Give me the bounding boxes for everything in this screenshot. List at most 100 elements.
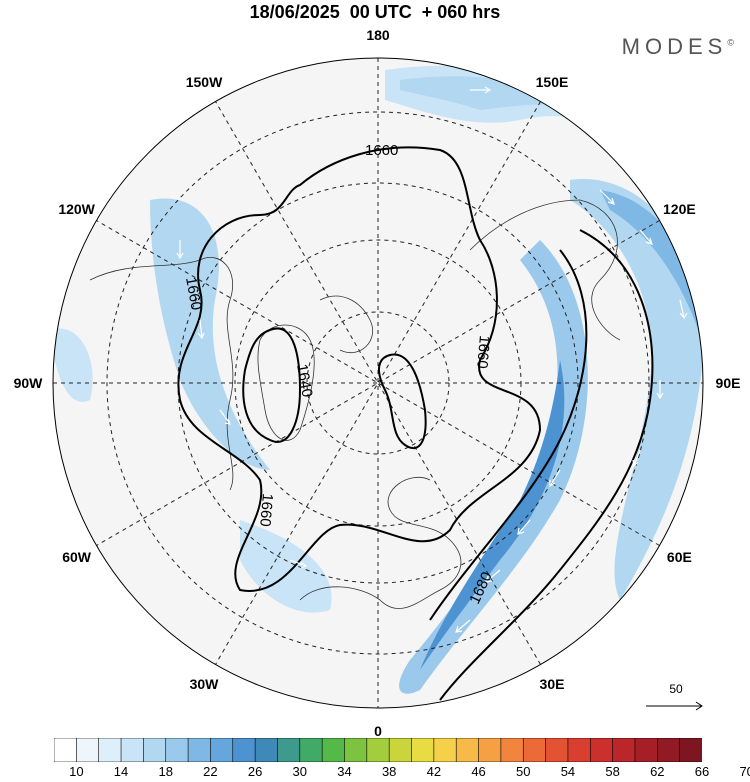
- colorbar-swatch: [277, 738, 301, 762]
- colorbar-labels: 10 14 18 22 26 30 34 38 42 46 50 54 58 62 66 70: [54, 764, 750, 780]
- colorbar-swatch: [433, 738, 457, 762]
- colorbar-swatch: [589, 738, 614, 762]
- colorbar-tick-label: 10: [69, 764, 84, 779]
- colorbar-swatch: [500, 738, 524, 762]
- contour-1640-west: [242, 327, 302, 443]
- colorbar-tick-label: 18: [158, 764, 173, 779]
- contour-label-1660-north: 1660: [365, 142, 398, 159]
- colorbar-tick-label: 70: [739, 764, 750, 779]
- map-disc-border: [52, 57, 704, 709]
- reference-vector-label: 50: [669, 682, 683, 696]
- longitude-label: 60W: [62, 549, 92, 565]
- wind-arrow: [219, 409, 231, 425]
- colorbar-tick-label: 34: [337, 764, 352, 779]
- colorbar-swatch: [321, 738, 346, 762]
- colorbar-swatch: [388, 738, 413, 762]
- contour-label-1660-west: 1660: [182, 276, 205, 312]
- wind-arrow: [599, 189, 615, 205]
- colorbar-swatch: [657, 738, 681, 762]
- colorbar-swatch: [143, 738, 167, 762]
- coastline-asia: [469, 199, 621, 341]
- colorbar-tick-label: 22: [203, 764, 218, 779]
- colorbar-tick-label: 66: [694, 764, 710, 779]
- coastline-greenland: [257, 324, 315, 441]
- wind-arrow: [656, 380, 664, 400]
- longitude-label: 60E: [666, 549, 692, 565]
- coastline-north-america: [89, 257, 234, 491]
- wind-arrow: [549, 469, 561, 488]
- colorbar-swatch: [344, 738, 368, 762]
- longitude-label: 90W: [13, 375, 43, 391]
- graticule: [53, 58, 703, 708]
- colorbar-swatch: [98, 738, 122, 762]
- coastline-europe: [299, 477, 462, 609]
- wind-arrow: [679, 299, 688, 320]
- longitude-label: 150W: [185, 73, 223, 90]
- colorbar-swatch: [545, 738, 569, 762]
- colorbar-swatch: [120, 738, 144, 762]
- colorbar-tick-label: 50: [516, 764, 531, 779]
- colorbar-tick-label: 14: [113, 764, 129, 779]
- contour-1640-east: [378, 353, 427, 450]
- chart-title: 18/06/2025 00 UTC + 060 hrs: [249, 2, 501, 22]
- colorbar-tick-label: 54: [560, 764, 576, 779]
- wind-arrow: [639, 229, 653, 245]
- colorbar-swatch: [612, 738, 636, 762]
- colorbar-swatch: [299, 738, 323, 762]
- height-contours: [177, 146, 654, 701]
- reference-vector: 50: [640, 680, 712, 720]
- wind-arrow: [632, 449, 641, 468]
- contour-label-1640: 1640: [293, 363, 316, 399]
- colorbar-swatch: [679, 738, 702, 762]
- wind-band-eurasian-jet-core: [420, 360, 565, 670]
- wind-arrow: [485, 569, 501, 583]
- colorbar-tick-label: 38: [381, 764, 397, 779]
- contour-1660-ring: [177, 146, 542, 592]
- contour-label-1660-southwest: 1660: [256, 493, 276, 528]
- wind-band-east-asia: [570, 179, 703, 600]
- colorbar-tick-label: 30: [292, 764, 308, 779]
- wind-arrow: [197, 319, 205, 340]
- colorbar-swatch: [232, 738, 256, 762]
- longitude-label: 150E: [535, 73, 569, 90]
- colorbar: [54, 738, 702, 762]
- colorbar-swatch: [187, 738, 212, 762]
- contour-label-1660-east: 1660: [473, 335, 493, 370]
- coastline-arctic: [319, 295, 373, 353]
- longitude-label: 120W: [58, 201, 95, 217]
- colorbar-tick-label: 26: [247, 764, 263, 779]
- brand-text: MODES: [621, 34, 728, 59]
- wind-arrow: [176, 240, 184, 260]
- longitude-label: 30W: [189, 676, 219, 693]
- colorbar-swatch: [210, 738, 234, 762]
- wind-arrow: [289, 559, 308, 569]
- colorbar-swatch: [366, 738, 390, 762]
- colorbar-swatch: [76, 738, 100, 762]
- longitude-label: 180: [366, 27, 390, 43]
- wind-band-west-edge: [53, 328, 93, 402]
- polar-stereographic-map: 1660 1660 1660 1660 1640 1680: [52, 57, 704, 709]
- colorbar-swatch: [567, 738, 591, 762]
- colorbar-tick-label: 46: [471, 764, 486, 779]
- colorbar-swatch: [522, 738, 547, 762]
- map-disc: [53, 58, 703, 708]
- contour-1680: [429, 229, 654, 701]
- coastlines: [89, 199, 621, 609]
- wind-arrow: [517, 519, 531, 535]
- colorbar-swatch: [455, 738, 480, 762]
- latitude-circle-45: [177, 182, 579, 584]
- longitude-label: 120E: [663, 201, 696, 217]
- copyright-mark: ©: [727, 37, 734, 48]
- wind-arrow: [470, 86, 492, 94]
- colorbar-swatch: [478, 738, 502, 762]
- wind-arrow: [455, 619, 471, 633]
- reference-arrow-icon: [646, 701, 703, 711]
- colorbar-tick-label: 42: [426, 764, 442, 779]
- colorbar-tick-label: 62: [650, 764, 665, 779]
- modes-logo: MODES©: [622, 34, 734, 60]
- longitude-label: 30E: [539, 676, 565, 693]
- colorbar-swatch: [411, 738, 435, 762]
- colorbar-swatch: [54, 738, 77, 762]
- longitude-label: 0: [374, 723, 382, 739]
- wind-band-north-america: [150, 198, 270, 470]
